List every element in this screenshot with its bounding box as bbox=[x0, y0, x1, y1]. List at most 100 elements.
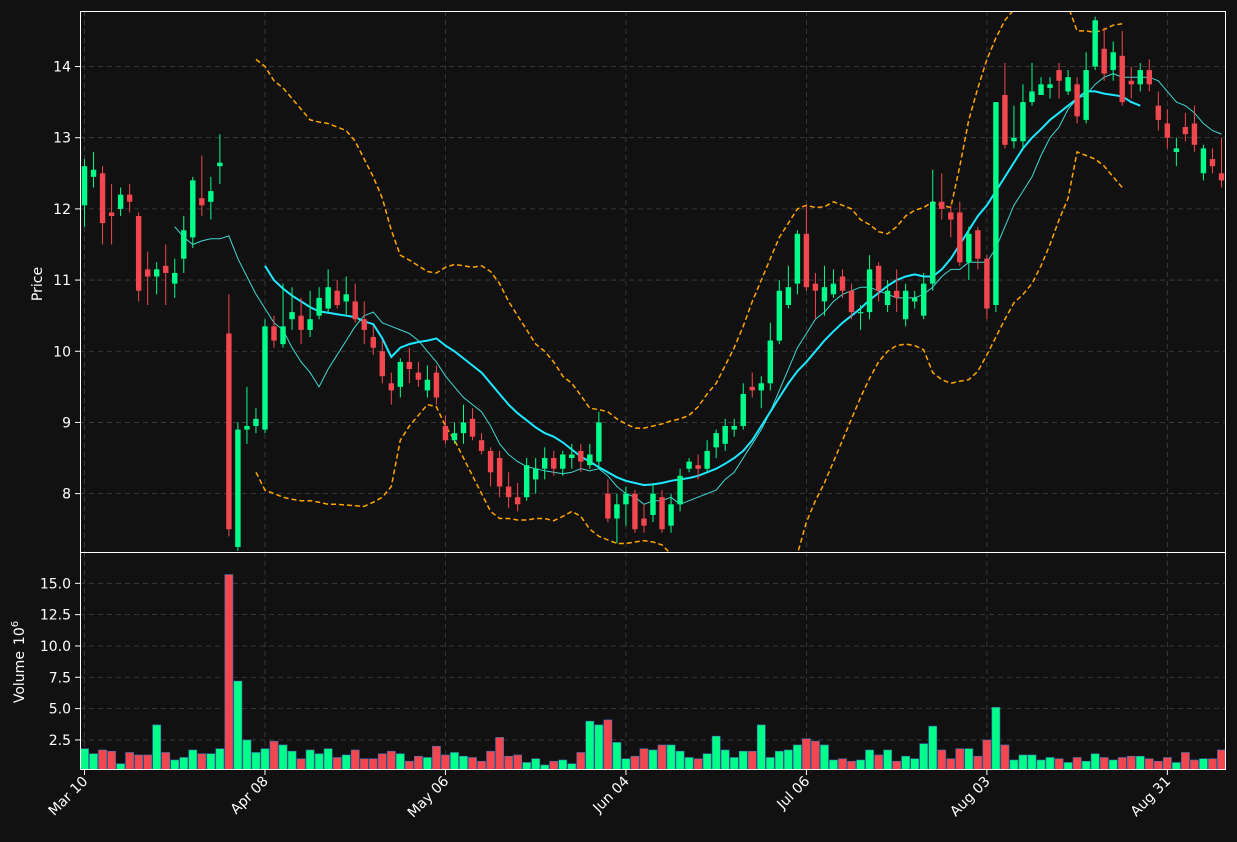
candle-body bbox=[397, 361, 404, 387]
candle-body bbox=[930, 201, 936, 284]
candle-body bbox=[812, 283, 819, 291]
volume-tick-label: 2.5 bbox=[49, 733, 71, 749]
volume-panel-frame bbox=[80, 552, 1226, 770]
volume-bar bbox=[296, 758, 306, 770]
volume-bar bbox=[332, 757, 342, 770]
candle-body bbox=[596, 422, 602, 462]
candle-body bbox=[361, 319, 367, 330]
volume-bar bbox=[729, 757, 739, 770]
volume-bar bbox=[991, 707, 1001, 770]
candle-body bbox=[1074, 84, 1080, 117]
volume-bar bbox=[269, 740, 279, 770]
candle-body bbox=[686, 461, 692, 469]
candle-body bbox=[668, 504, 674, 526]
candle-body bbox=[153, 269, 160, 277]
candle-body bbox=[460, 422, 467, 434]
volume-grid bbox=[80, 552, 1226, 770]
candle-body bbox=[1146, 70, 1153, 85]
volume-bar bbox=[774, 750, 784, 770]
candle-body bbox=[208, 191, 214, 202]
candle-body bbox=[939, 201, 945, 209]
volume-bar bbox=[603, 719, 613, 770]
candle-body bbox=[713, 433, 719, 448]
volume-bar bbox=[1162, 757, 1172, 770]
volume-bar bbox=[558, 759, 568, 770]
volume-bar bbox=[630, 755, 640, 770]
candle-body bbox=[1173, 148, 1180, 152]
candle-body bbox=[307, 319, 313, 330]
candle-body bbox=[614, 504, 620, 519]
volume-bar bbox=[1036, 759, 1046, 770]
volume-bar bbox=[395, 753, 405, 770]
volume-bar bbox=[1135, 755, 1145, 770]
volume-bar bbox=[1108, 759, 1118, 770]
volume-bar bbox=[477, 760, 486, 770]
volume-bar bbox=[224, 574, 234, 770]
volume-bar bbox=[161, 752, 171, 770]
volume-bar bbox=[811, 740, 820, 770]
candle-body bbox=[433, 372, 440, 398]
volume-bar bbox=[666, 744, 676, 770]
candle-body bbox=[343, 294, 349, 302]
candle-body bbox=[578, 450, 584, 462]
candle-body bbox=[1002, 94, 1008, 145]
volume-bar bbox=[1045, 757, 1055, 770]
price-plot-area bbox=[81, 11, 1225, 552]
candle-body bbox=[993, 102, 999, 305]
candle-body bbox=[1182, 127, 1189, 135]
volume-bar bbox=[720, 749, 730, 770]
candle-body bbox=[1047, 84, 1053, 88]
volume-bar bbox=[1054, 758, 1064, 770]
volume-bar bbox=[441, 754, 450, 770]
volume-bar bbox=[756, 724, 766, 770]
candle-body bbox=[659, 497, 665, 530]
candle-body bbox=[1137, 70, 1143, 85]
candle-body bbox=[803, 233, 810, 288]
candle-body bbox=[406, 361, 413, 370]
candle-body bbox=[487, 450, 494, 473]
price-axis-label: Price bbox=[30, 267, 46, 301]
volume-bar bbox=[1090, 753, 1100, 770]
volume-bar bbox=[143, 754, 153, 770]
volume-bar bbox=[323, 748, 333, 770]
candle-body bbox=[1155, 105, 1162, 120]
volume-bar bbox=[125, 752, 134, 770]
candle-body bbox=[244, 426, 250, 430]
price-tick-label: 12 bbox=[53, 202, 71, 218]
candle-body bbox=[921, 283, 927, 316]
volume-bar bbox=[341, 754, 351, 770]
volume-bar bbox=[107, 750, 116, 770]
candle-body bbox=[1200, 148, 1207, 174]
volume-bar bbox=[414, 755, 423, 770]
volume-bar bbox=[152, 724, 162, 770]
candle-body bbox=[523, 465, 530, 498]
volume-y-axis: 2.5 5.0 7.5 10.0 12.5 15.0 bbox=[40, 576, 80, 749]
volume-bar bbox=[368, 758, 378, 770]
candle-body bbox=[1056, 70, 1062, 81]
volume-bar bbox=[405, 760, 414, 770]
volume-bar bbox=[594, 724, 604, 770]
volume-bar bbox=[910, 758, 920, 770]
volume-bar bbox=[1172, 762, 1181, 770]
ma-fast-line bbox=[174, 73, 1222, 505]
volume-bar bbox=[513, 754, 523, 770]
candle-body bbox=[1092, 20, 1098, 67]
candle-body bbox=[172, 272, 178, 284]
candle-body bbox=[542, 458, 548, 469]
volume-tick-label: 7.5 bbox=[49, 670, 71, 686]
volume-bar bbox=[1126, 755, 1136, 770]
volume-bar bbox=[278, 744, 288, 770]
volume-bar bbox=[1081, 760, 1091, 770]
candle-body bbox=[1218, 173, 1225, 181]
volume-bar bbox=[116, 763, 125, 770]
candle-body bbox=[262, 326, 268, 430]
volume-bar bbox=[946, 758, 956, 770]
volume-tick-label: 10.0 bbox=[40, 639, 71, 655]
volume-bar bbox=[386, 750, 396, 770]
candle-body bbox=[126, 194, 133, 202]
volume-bar bbox=[856, 759, 865, 770]
candle-body bbox=[731, 426, 737, 430]
volume-bar bbox=[197, 753, 207, 770]
volume-bar bbox=[874, 754, 883, 770]
volume-bar bbox=[251, 752, 261, 770]
